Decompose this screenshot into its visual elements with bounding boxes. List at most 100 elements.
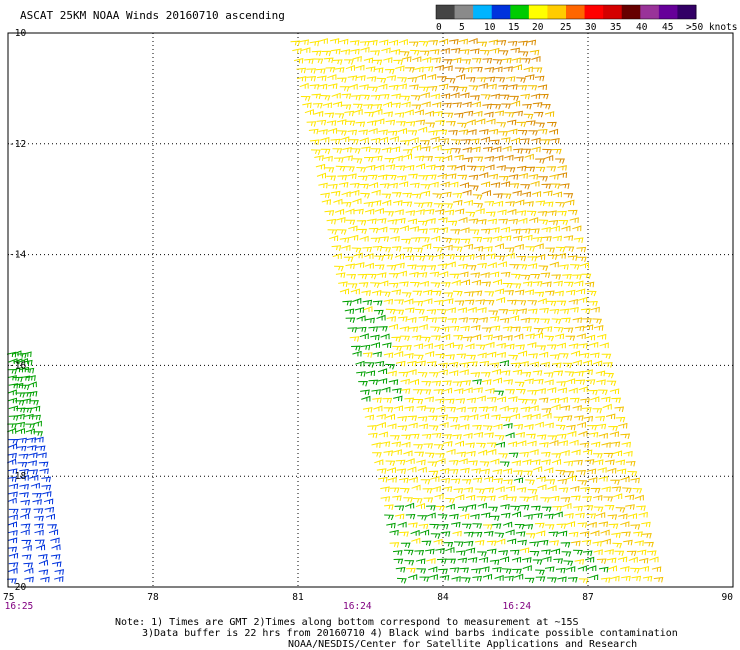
wind-barb xyxy=(465,77,476,83)
wind-barb xyxy=(443,541,454,548)
wind-barb xyxy=(35,445,46,452)
wind-barb xyxy=(379,94,390,100)
wind-barb xyxy=(389,228,400,234)
wind-barb xyxy=(353,109,363,115)
wind-barb xyxy=(395,65,405,72)
wind-barb xyxy=(31,414,41,421)
wind-barb xyxy=(404,298,414,305)
wind-barb xyxy=(378,129,388,136)
wind-barb xyxy=(558,396,568,403)
wind-barb xyxy=(531,56,541,62)
wind-barb xyxy=(439,326,450,332)
wind-barb xyxy=(399,531,409,537)
wind-barb xyxy=(571,495,581,502)
wind-barb xyxy=(450,424,460,430)
wind-barb xyxy=(24,413,34,420)
wind-barb xyxy=(429,49,440,55)
wind-barb xyxy=(452,290,463,297)
wind-barb xyxy=(371,200,382,206)
wind-barb xyxy=(501,235,512,242)
wind-barb xyxy=(34,436,44,443)
wind-barb xyxy=(530,228,540,234)
wind-barb xyxy=(513,424,524,430)
wind-barb xyxy=(485,76,496,83)
wind-barb xyxy=(452,199,463,206)
wind-barb xyxy=(423,497,434,503)
wind-barb xyxy=(522,565,532,571)
wind-barb xyxy=(480,512,491,519)
wind-barb xyxy=(450,229,461,235)
wind-barb xyxy=(405,121,416,127)
wind-barb xyxy=(404,397,415,404)
wind-barb xyxy=(19,468,29,475)
wind-barb xyxy=(317,75,327,82)
wind-barb xyxy=(401,56,412,62)
wind-barb xyxy=(570,350,581,357)
wind-barb xyxy=(623,450,633,457)
wind-barb xyxy=(596,333,607,340)
wind-barb xyxy=(408,41,419,47)
wind-barb xyxy=(501,137,511,143)
wind-barb xyxy=(433,247,443,253)
wind-barb xyxy=(596,379,606,386)
wind-barb xyxy=(495,255,506,262)
legend-label: 45 xyxy=(662,22,673,33)
wind-barb xyxy=(34,523,44,530)
wind-barb xyxy=(561,551,572,557)
wind-barb xyxy=(459,49,470,55)
wind-barb xyxy=(590,396,600,402)
wind-barb xyxy=(442,191,452,198)
wind-barb xyxy=(500,503,510,510)
wind-barb xyxy=(422,202,433,208)
wind-barb xyxy=(483,146,493,153)
wind-barb xyxy=(443,65,453,72)
pass-time-label: 16:24 xyxy=(503,601,532,612)
wind-barb xyxy=(367,273,377,280)
wind-barb xyxy=(370,50,380,56)
wind-barb xyxy=(502,468,513,474)
wind-barb xyxy=(622,487,632,494)
wind-barb xyxy=(426,558,436,564)
wind-barb xyxy=(438,568,448,575)
wind-barb xyxy=(398,181,409,187)
wind-barb xyxy=(352,56,362,62)
wind-barb xyxy=(339,86,350,92)
wind-barb xyxy=(379,236,390,242)
wind-barb xyxy=(345,219,356,226)
wind-barb xyxy=(604,504,615,511)
wind-barb xyxy=(520,184,531,190)
wind-barb xyxy=(620,433,631,440)
wind-barb xyxy=(378,39,389,46)
wind-barb xyxy=(477,502,487,509)
wind-barb xyxy=(556,523,567,529)
wind-barb xyxy=(316,172,326,179)
wind-barb xyxy=(463,243,474,250)
wind-barb xyxy=(446,307,456,314)
wind-barb xyxy=(474,539,485,546)
wind-barb xyxy=(349,40,360,46)
wind-barb xyxy=(520,406,531,413)
wind-barb xyxy=(544,379,554,386)
wind-barb xyxy=(15,427,26,434)
wind-barb xyxy=(475,488,485,495)
wind-barb xyxy=(30,405,41,412)
wind-barb xyxy=(610,575,620,582)
wind-barb xyxy=(382,101,392,108)
wind-barb xyxy=(435,165,445,171)
wind-barb xyxy=(37,452,47,459)
wind-barb xyxy=(505,432,515,439)
wind-barb xyxy=(568,387,578,394)
wind-barb xyxy=(493,423,503,430)
wind-barb xyxy=(453,488,464,494)
wind-barb xyxy=(315,68,326,74)
wind-barb xyxy=(531,191,542,197)
wind-barb xyxy=(8,438,19,445)
wind-barb xyxy=(533,111,544,118)
wind-barb xyxy=(553,327,564,333)
wind-barb xyxy=(316,119,327,126)
wind-barb xyxy=(344,59,354,65)
wind-barb xyxy=(565,566,576,572)
wind-barb xyxy=(577,565,587,572)
wind-barb xyxy=(484,111,494,118)
wind-barb xyxy=(370,282,380,288)
